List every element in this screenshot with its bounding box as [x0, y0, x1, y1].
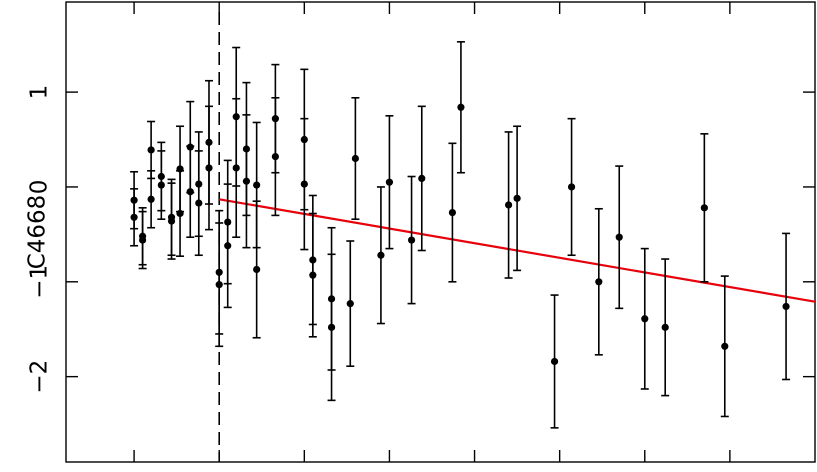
- point-marker: [550, 357, 559, 366]
- data-point: [147, 120, 156, 180]
- data-point: [567, 117, 576, 257]
- point-marker: [615, 233, 623, 241]
- point-marker: [215, 281, 223, 289]
- data-point: [407, 175, 416, 305]
- data-point: [167, 182, 176, 260]
- point-marker: [351, 154, 359, 163]
- data-point: [130, 188, 139, 247]
- point-marker: [139, 236, 147, 244]
- y-tick-label: 1: [27, 85, 53, 100]
- point-marker: [567, 183, 576, 191]
- point-marker: [300, 180, 308, 188]
- y-axis-ticks: [66, 91, 815, 378]
- point-marker: [167, 217, 176, 225]
- point-marker: [242, 177, 251, 185]
- data-point: [594, 207, 603, 356]
- data-point: [513, 125, 522, 272]
- data-point: [204, 105, 213, 231]
- data-point: [300, 117, 309, 251]
- point-marker: [418, 174, 426, 183]
- point-marker: [130, 213, 138, 221]
- data-point: [640, 247, 649, 390]
- point-marker: [253, 181, 261, 189]
- point-marker: [782, 302, 790, 311]
- data-point: [157, 150, 166, 220]
- point-marker: [504, 201, 513, 209]
- data-point: [186, 145, 195, 239]
- data-point: [550, 294, 559, 429]
- point-marker: [253, 265, 261, 274]
- y-tick-label: −1: [27, 265, 53, 299]
- point-marker: [232, 164, 240, 172]
- plot-frame: [65, 1, 816, 463]
- y-axis-label: C4668: [25, 195, 51, 270]
- point-marker: [147, 195, 155, 203]
- data-point: [456, 41, 465, 174]
- data-point: [242, 114, 251, 249]
- data-point: [252, 200, 261, 339]
- data-point: [223, 183, 232, 309]
- point-marker: [595, 278, 603, 286]
- y-axis-tick-labels: 1 0 −1 −2: [27, 85, 53, 394]
- point-marker: [513, 194, 521, 202]
- data-point: [271, 96, 280, 217]
- point-marker: [271, 152, 279, 161]
- point-marker: [377, 251, 385, 259]
- data-point: [782, 232, 791, 381]
- point-marker: [407, 236, 416, 244]
- data-point: [194, 150, 203, 257]
- point-marker: [224, 242, 232, 250]
- data-point: [176, 170, 185, 257]
- data-point: [346, 240, 355, 368]
- data-point: [504, 131, 513, 279]
- point-marker: [448, 208, 457, 217]
- data-point: [327, 253, 336, 402]
- data-point: [138, 210, 147, 270]
- data-point: [720, 275, 729, 418]
- data-point: [385, 115, 394, 250]
- point-marker: [700, 204, 708, 212]
- point-marker: [309, 271, 317, 279]
- point-marker: [641, 315, 649, 323]
- point-marker: [186, 188, 194, 196]
- data-point: [661, 258, 670, 397]
- data-point: [376, 186, 385, 325]
- point-marker: [147, 146, 155, 154]
- point-marker: [385, 178, 394, 186]
- data-point: [448, 142, 457, 283]
- point-marker: [205, 164, 213, 172]
- data-point: [700, 133, 709, 283]
- y-tick-label: 0: [27, 180, 53, 195]
- point-marker: [176, 209, 184, 218]
- data-point: [147, 170, 156, 229]
- data-point: [215, 222, 224, 348]
- data-points: [130, 41, 791, 429]
- data-point: [615, 165, 624, 310]
- point-marker: [327, 323, 336, 331]
- point-marker: [157, 181, 165, 189]
- point-marker: [346, 300, 354, 308]
- point-marker: [195, 199, 203, 207]
- data-point: [308, 212, 317, 338]
- point-marker: [661, 323, 669, 331]
- point-marker: [457, 103, 465, 111]
- data-point: [351, 96, 360, 220]
- data-point: [417, 105, 426, 252]
- y-tick-label: −2: [27, 360, 53, 394]
- x-axis-ticks: [133, 2, 731, 462]
- point-marker: [721, 342, 729, 350]
- data-point: [232, 97, 241, 239]
